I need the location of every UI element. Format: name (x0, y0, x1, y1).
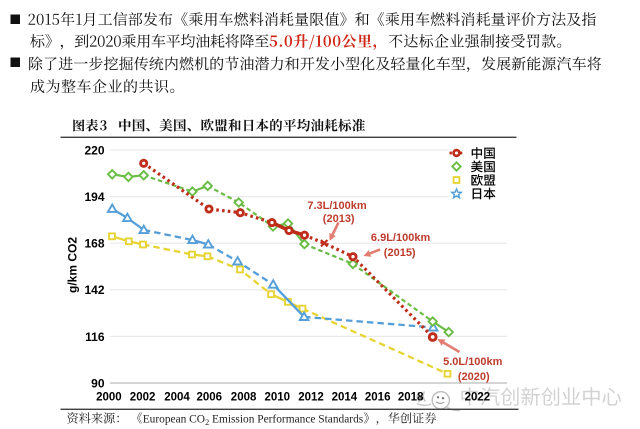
svg-text:2000: 2000 (96, 391, 122, 403)
svg-text:168: 168 (84, 237, 104, 251)
svg-text:(2020): (2020) (458, 371, 490, 383)
svg-text:2012: 2012 (298, 391, 324, 403)
svg-text:220: 220 (84, 143, 104, 157)
svg-text:2004: 2004 (164, 391, 190, 403)
svg-text:7.3L/100km: 7.3L/100km (307, 200, 367, 212)
svg-text:2002: 2002 (130, 391, 156, 403)
svg-text:194: 194 (84, 190, 104, 204)
svg-text:(2013): (2013) (323, 213, 355, 225)
svg-text:2018: 2018 (398, 391, 424, 403)
svg-text:Emission Performance Standards: Emission Performance Standards (212, 414, 364, 426)
svg-text:142: 142 (84, 283, 104, 297)
svg-text:2006: 2006 (197, 391, 223, 403)
svg-text:2010: 2010 (265, 391, 291, 403)
svg-text:2008: 2008 (231, 391, 257, 403)
svg-text:2014: 2014 (332, 391, 358, 403)
svg-text:90: 90 (91, 376, 105, 390)
svg-text:2022: 2022 (465, 391, 491, 403)
svg-text:g/km CO2: g/km CO2 (66, 237, 80, 293)
svg-text:116: 116 (85, 330, 105, 344)
svg-text:6.9L/100km: 6.9L/100km (371, 232, 431, 244)
svg-text:5.0L/100km: 5.0L/100km (443, 356, 503, 368)
svg-text:2016: 2016 (365, 391, 391, 403)
svg-text:2: 2 (205, 418, 209, 427)
svg-text:European CO: European CO (143, 414, 205, 426)
svg-text:(2015): (2015) (384, 247, 416, 259)
